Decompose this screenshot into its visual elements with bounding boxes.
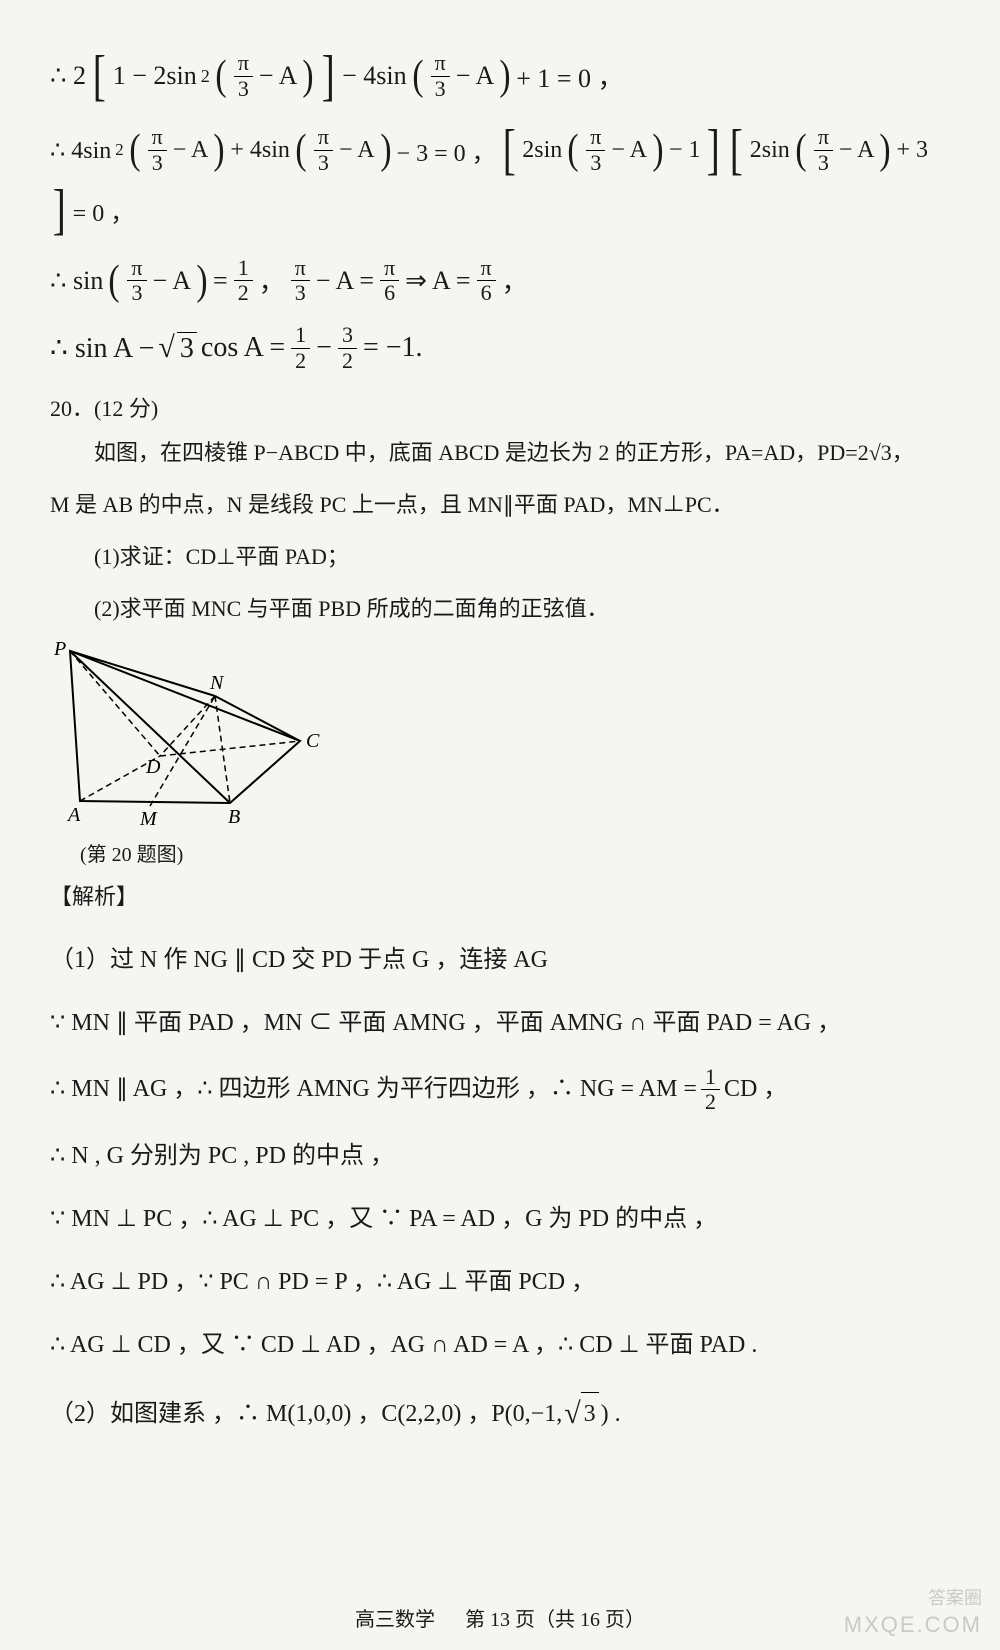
watermark-cn: 答案圈 <box>928 1584 982 1610</box>
text: + 1 = 0 ， <box>516 58 623 95</box>
fraction-half: 12 <box>701 1065 720 1114</box>
footer-subject: 高三数学 <box>355 1609 435 1631</box>
text: CD ， <box>724 1068 787 1111</box>
lparen: ( <box>412 55 423 97</box>
fraction: π3 <box>234 51 253 100</box>
solution-line-1: （1）过 N 作 NG ∥ CD 交 PD 于点 G ，连接 AG <box>50 939 950 982</box>
sqrt-3: 3 <box>581 1392 599 1436</box>
pyramid-diagram: P A M B D C N <box>50 641 350 831</box>
text: ∴ 4sin <box>50 136 111 165</box>
question-1: (1)求证：CD⊥平面 PAD； <box>50 535 950 579</box>
solution-line-3: ∴ MN ∥ AG ，∴ 四边形 AMNG 为平行四边形 ，∴ NG = AM … <box>50 1065 950 1114</box>
text: 1 − 2sin <box>113 61 197 91</box>
equation-line-1: ∴ 2 [ 1 − 2sin2 ( π3 − A ) ] − 4sin ( π3… <box>50 48 950 104</box>
svg-text:N: N <box>209 672 225 694</box>
equation-line-2: ∴ 4sin2 ( π3 − A ) + 4sin ( π3 − A ) − 3… <box>50 122 950 238</box>
question-2: (2)求平面 MNC 与平面 PBD 所成的二面角的正弦值． <box>50 587 950 631</box>
figure-caption: (第 20 题图) <box>80 838 950 867</box>
svg-text:C: C <box>306 730 320 752</box>
radical-icon: √ <box>564 1387 580 1441</box>
text: （2）如图建系 ，∴ M(1,0,0) ，C(2,2,0) ，P(0,−1, <box>50 1393 562 1436</box>
problem-text-1: 如图，在四棱锥 P−ABCD 中，底面 ABCD 是边长为 2 的正方形，PA=… <box>50 431 950 475</box>
svg-text:D: D <box>145 756 161 778</box>
solution-line-7: ∴ AG ⊥ CD ，又 ∵ CD ⊥ AD ，AG ∩ AD = A ，∴ C… <box>50 1324 950 1367</box>
problem-text-2: M 是 AB 的中点，N 是线段 PC 上一点，且 MN∥平面 PAD，MN⊥P… <box>50 483 950 527</box>
rparen: ) <box>500 55 511 97</box>
rparen: ) <box>303 55 314 97</box>
solution-line-6: ∴ AG ⊥ PD ，∵ PC ∩ PD = P ，∴ AG ⊥ 平面 PCD … <box>50 1261 950 1304</box>
text: ) . <box>601 1393 621 1436</box>
solution-line-5: ∵ MN ⊥ PC ，∴ AG ⊥ PC ，又 ∵ PA = AD ，G 为 P… <box>50 1198 950 1241</box>
text: − A <box>259 61 298 91</box>
solution-line-4: ∴ N , G 分别为 PC , PD 的中点 ， <box>50 1135 950 1178</box>
solution-line-8: （2）如图建系 ，∴ M(1,0,0) ，C(2,2,0) ，P(0,−1, √… <box>50 1387 950 1441</box>
svg-text:P: P <box>53 641 66 660</box>
text: ∴ 2 <box>50 61 86 91</box>
lparen: ( <box>215 55 226 97</box>
svg-text:B: B <box>228 806 240 828</box>
watermark-en: MXQE.COM <box>844 1612 982 1638</box>
equation-line-3: ∴ sin ( π3 − A ) = 12 ， π3 − A = π6 ⇒ A … <box>50 256 950 305</box>
left-bracket: [ <box>93 48 106 104</box>
svg-text:A: A <box>66 804 81 826</box>
solution-header: 【解析】 <box>50 875 950 919</box>
solution-line-2: ∵ MN ∥ 平面 PAD ，MN ⊂ 平面 AMNG ，平面 AMNG ∩ 平… <box>50 1002 950 1045</box>
text: − A <box>456 61 495 91</box>
text: ∴ MN ∥ AG ，∴ 四边形 AMNG 为平行四边形 ，∴ NG = AM … <box>50 1068 697 1111</box>
fraction: π3 <box>431 51 450 100</box>
right-bracket: ] <box>322 48 335 104</box>
problem-number: 20．(12 分) <box>50 391 950 423</box>
svg-text:M: M <box>139 808 158 830</box>
footer-page: 第 13 页（共 16 页） <box>465 1609 645 1631</box>
equation-line-4: ∴ sin A − √3 cos A = 12 − 32 = −1. <box>50 323 950 372</box>
figure-20: P A M B D C N (第 20 题图) <box>50 641 950 867</box>
text: − 4sin <box>342 61 407 91</box>
